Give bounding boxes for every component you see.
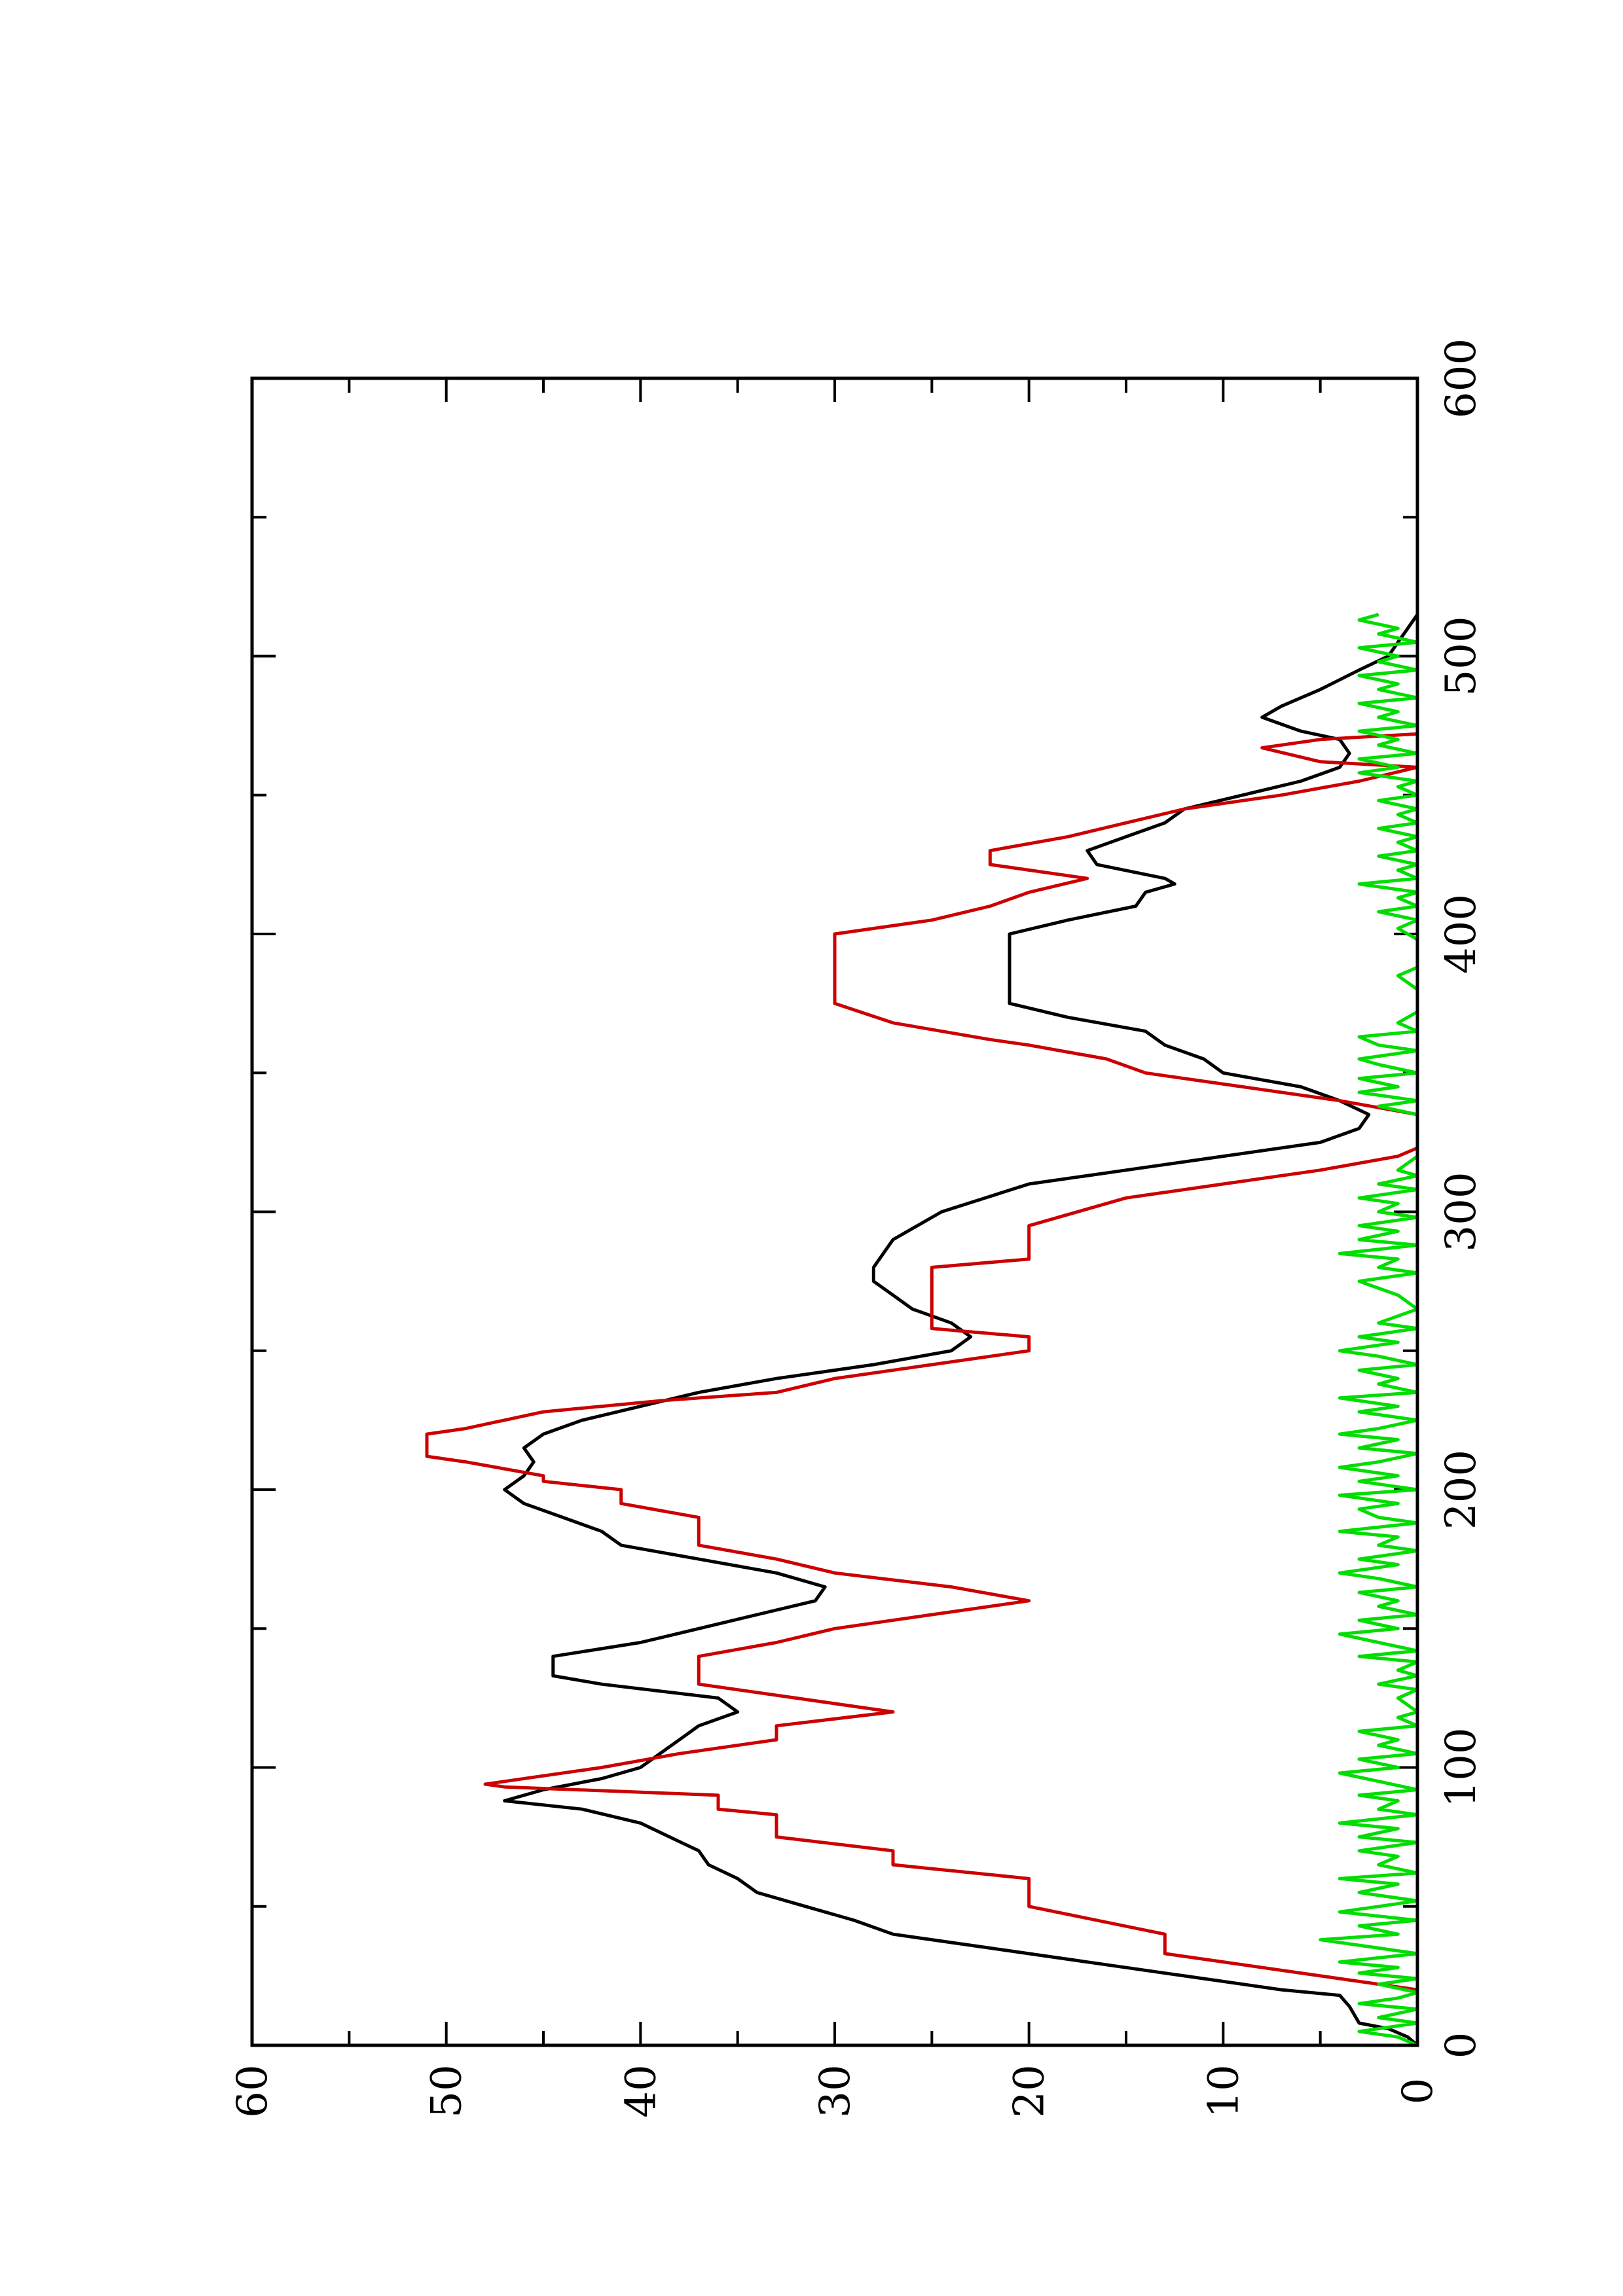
- y-tick-label: 30: [811, 2064, 860, 2117]
- series-line-1: [503, 613, 1419, 2047]
- y-tick-label: 40: [617, 2064, 665, 2117]
- y-tick-labels: 0 10 20 30 40 50 60: [228, 2064, 1442, 2117]
- x-tick-label: 500: [1437, 616, 1486, 696]
- y-tick-label: 10: [1199, 2064, 1248, 2117]
- x-tick-label: 600: [1437, 338, 1486, 418]
- y-tick-label: 0: [1394, 2078, 1442, 2105]
- x-tick-label: 100: [1437, 1727, 1486, 1807]
- plot-frame: [250, 376, 1419, 2047]
- series-line-2: [425, 732, 1419, 1992]
- y-tick-label: 50: [423, 2064, 471, 2117]
- tick-marks: [251, 377, 1419, 2047]
- x-tick-label: 400: [1437, 894, 1486, 974]
- series-line-3: [1319, 613, 1419, 2047]
- x-tick-label: 300: [1437, 1172, 1486, 1251]
- x-tick-label: 0: [1437, 2032, 1486, 2059]
- x-tick-labels: 0 100 200 300 400 500 600: [1437, 338, 1486, 2058]
- y-tick-label: 20: [1006, 2064, 1054, 2117]
- series-group: [425, 613, 1419, 2047]
- y-tick-label: 60: [228, 2064, 277, 2117]
- x-tick-label: 200: [1437, 1450, 1486, 1530]
